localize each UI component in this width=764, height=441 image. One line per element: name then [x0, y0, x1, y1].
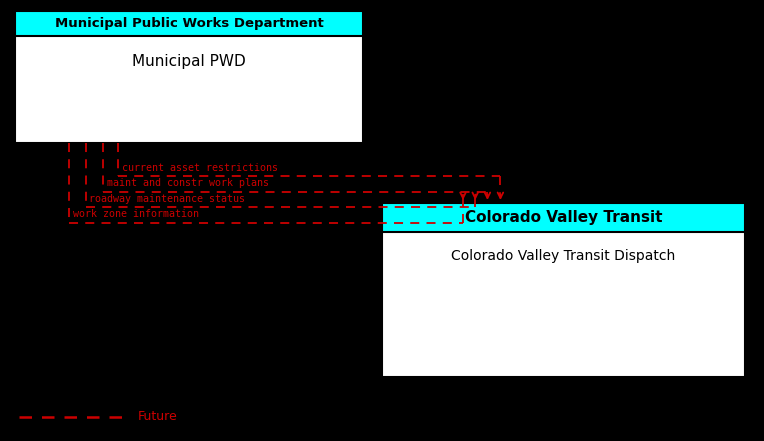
Text: work zone information: work zone information — [73, 209, 199, 219]
Text: Municipal Public Works Department: Municipal Public Works Department — [55, 17, 323, 30]
Bar — [15, 11, 363, 143]
Text: maint and constr work plans: maint and constr work plans — [107, 178, 269, 188]
Bar — [382, 203, 745, 232]
Text: Colorado Valley Transit: Colorado Valley Transit — [465, 210, 662, 225]
Text: Colorado Valley Transit Dispatch: Colorado Valley Transit Dispatch — [452, 249, 675, 263]
Text: current asset restrictions: current asset restrictions — [122, 163, 278, 173]
Text: Municipal PWD: Municipal PWD — [132, 54, 246, 69]
Text: roadway maintenance status: roadway maintenance status — [89, 194, 245, 204]
Text: Future: Future — [138, 410, 177, 423]
Bar — [15, 11, 363, 36]
Bar — [382, 203, 745, 377]
